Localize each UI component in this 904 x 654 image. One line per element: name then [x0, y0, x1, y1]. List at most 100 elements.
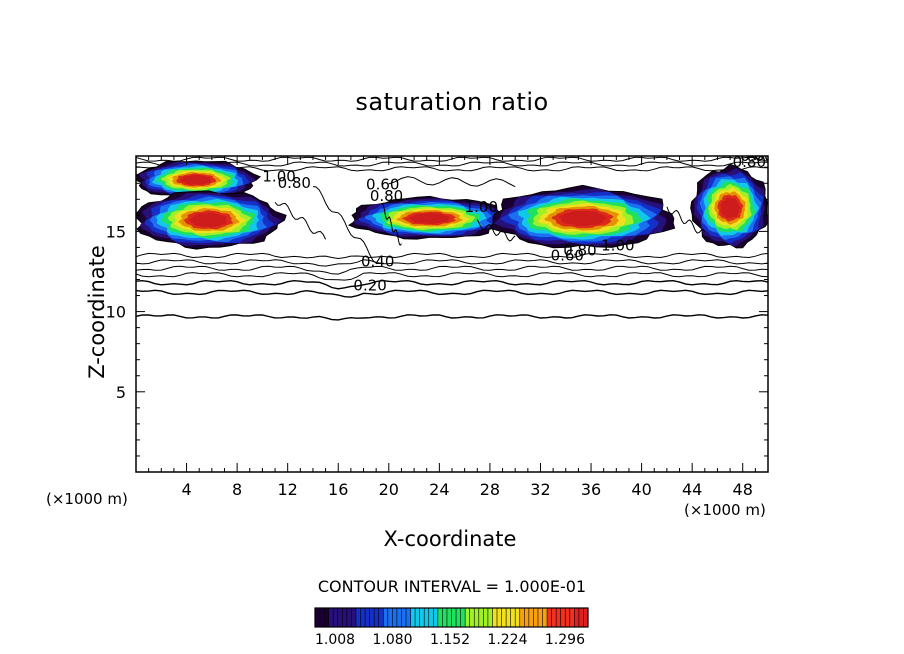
contour-line — [136, 279, 768, 290]
contour-label: 0.80 — [733, 153, 766, 171]
colorbar-swatch — [556, 608, 562, 627]
supersaturation-region — [180, 175, 212, 185]
colorbar-swatch — [346, 608, 352, 627]
colorbar-swatch — [369, 608, 375, 627]
colorbar-swatch — [487, 608, 493, 627]
x-tick-label: 32 — [530, 480, 550, 499]
colorbar-swatch — [328, 608, 334, 627]
colorbar-swatch — [542, 608, 548, 627]
contour-label: 0.40 — [361, 253, 394, 271]
colorbar-swatch — [515, 608, 521, 627]
contour-line — [136, 272, 768, 281]
colorbar-swatch — [333, 608, 339, 627]
colorbar-swatch — [428, 608, 434, 627]
colorbar-swatch — [492, 608, 498, 627]
contour-label: 0.20 — [353, 277, 386, 295]
x-tick-label: 40 — [631, 480, 651, 499]
y-tick-label: 15 — [106, 222, 126, 241]
contour-label: 0.60 — [551, 246, 584, 264]
colorbar-swatch — [392, 608, 398, 627]
supersaturation-region — [408, 213, 450, 224]
colorbar-swatch — [342, 608, 348, 627]
colorbar: 1.008 1.080 1.152 1.224 1.296 — [314, 607, 589, 648]
contour-line — [476, 219, 516, 242]
contour-line — [136, 166, 768, 172]
colorbar-swatch — [501, 608, 507, 627]
y-tick-label: 10 — [106, 303, 126, 322]
colorbar-swatch — [569, 608, 575, 627]
plot-area: 0.200.40 0.600.80 1.000.800.601.001.000.80… — [136, 147, 773, 321]
contour-label: 0.60 — [740, 147, 773, 165]
colorbar-tick-label: 1.224 — [487, 632, 527, 648]
contour-line — [136, 265, 768, 275]
x-tick-label: 12 — [278, 480, 298, 499]
colorbar-swatch — [565, 608, 571, 627]
colorbar-tick-label: 1.080 — [372, 632, 412, 648]
colorbar-swatch — [446, 608, 452, 627]
y-axis-label: Z-coordinate — [85, 245, 109, 379]
contour-label: 0.60 — [366, 176, 399, 194]
colorbar-swatch — [560, 608, 566, 627]
contour-line — [136, 259, 768, 267]
colorbar-swatch — [374, 608, 380, 627]
colorbar-swatch — [478, 608, 484, 627]
x-tick-label: 36 — [581, 480, 601, 499]
x-tick-label: 44 — [682, 480, 702, 499]
x-tick-label: 28 — [480, 480, 500, 499]
colorbar-swatch — [378, 608, 384, 627]
colorbar-swatch — [460, 608, 466, 627]
x-axis-label: X-coordinate — [383, 527, 517, 551]
colorbar-tick-label: 1.296 — [545, 632, 585, 648]
colorbar-swatch — [510, 608, 516, 627]
colorbar-swatch — [319, 608, 325, 627]
colorbar-swatch — [583, 608, 589, 627]
colorbar-swatch — [483, 608, 489, 627]
x-tick-label: 16 — [328, 480, 348, 499]
contour-line — [666, 206, 706, 234]
colorbar-swatch — [324, 608, 330, 627]
colorbar-swatch — [469, 608, 475, 627]
colorbar-swatch — [474, 608, 480, 627]
colorbar-swatch — [433, 608, 439, 627]
contour-line — [274, 201, 327, 240]
colorbar-swatch — [533, 608, 539, 627]
contour-line — [312, 186, 377, 264]
colorbar-swatch — [465, 608, 471, 627]
supersaturation-region — [189, 212, 227, 228]
colorbar-tick-label: 1.008 — [315, 632, 355, 648]
contour-label: 0.80 — [278, 174, 311, 192]
colorbar-swatch — [401, 608, 407, 627]
colorbar-swatch — [424, 608, 430, 627]
colorbar-swatch — [396, 608, 402, 627]
contour-label: 0.80 — [370, 187, 403, 205]
contour-line — [136, 314, 768, 321]
y-tick-label: 5 — [116, 383, 126, 402]
colorbar-swatch — [574, 608, 580, 627]
colorbar-swatch — [351, 608, 357, 627]
colorbar-swatch — [415, 608, 421, 627]
colorbar-swatch — [547, 608, 553, 627]
contour-line — [136, 161, 768, 167]
colorbar-swatch — [360, 608, 366, 627]
colorbar-tick-label: 1.152 — [430, 632, 470, 648]
x-tick-label: 8 — [232, 480, 242, 499]
colorbar-swatch — [383, 608, 389, 627]
supersaturation-region — [720, 197, 741, 219]
colorbar-swatch — [387, 608, 393, 627]
colorbar-swatch — [419, 608, 425, 627]
contour-line — [388, 176, 516, 188]
colorbar-swatch — [519, 608, 525, 627]
contour-label: 1.00 — [601, 237, 634, 255]
colorbar-swatch — [456, 608, 462, 627]
x-tick-label: 20 — [379, 480, 399, 499]
contour-line — [382, 203, 402, 246]
contour-line — [136, 252, 768, 260]
contour-interval-note: CONTOUR INTERVAL = 1.000E-01 — [317, 577, 587, 596]
supersaturation-region — [559, 210, 607, 226]
colorbar-swatch — [497, 608, 503, 627]
contour-line — [136, 289, 768, 298]
colorbar-swatch — [355, 608, 361, 627]
x-tick-label: 48 — [733, 480, 753, 499]
